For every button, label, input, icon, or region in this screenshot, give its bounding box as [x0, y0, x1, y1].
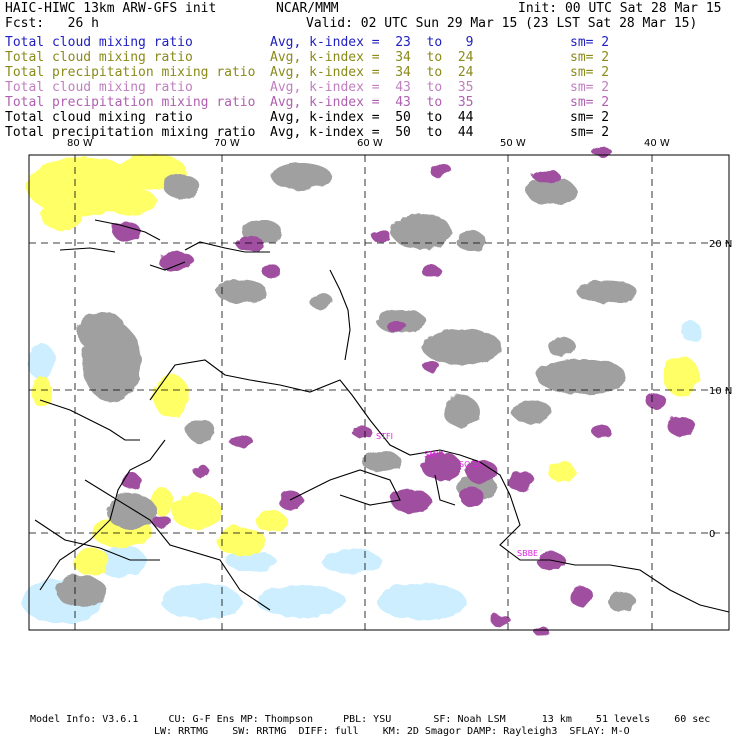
lon-label: 40 W — [644, 138, 670, 149]
legend-stat: Avg, k-index = 23 to 9 — [270, 35, 474, 50]
legend-stat: Avg, k-index = 43 to 35 — [270, 80, 474, 95]
legend-smoothing: sm= 2 — [570, 95, 610, 110]
legend-smoothing: sm= 2 — [570, 125, 610, 140]
purple-field — [111, 145, 694, 634]
map-frame — [28, 154, 730, 631]
legend-field: Total precipitation mixing ratio — [5, 65, 256, 80]
legend-field: Total cloud mixing ratio — [5, 110, 193, 125]
legend-stat: Avg, k-index = 50 to 44 — [270, 125, 474, 140]
station-labels: STFI SMJP SOCA SBBE — [376, 432, 538, 558]
legend-smoothing: sm= 2 — [570, 35, 610, 50]
lat-lon-grid — [29, 155, 729, 630]
lon-label: 60 W — [357, 138, 383, 149]
legend-stat: Avg, k-index = 50 to 44 — [270, 110, 474, 125]
model-title: HAIC-HIWC 13km ARW-GFS init — [5, 1, 217, 16]
legend-field: Total precipitation mixing ratio — [5, 125, 256, 140]
lon-label: 80 W — [67, 138, 93, 149]
station-label: SBBE — [517, 549, 538, 558]
legend-stat: Avg, k-index = 43 to 35 — [270, 95, 474, 110]
legend-stat: Avg, k-index = 34 to 24 — [270, 50, 474, 65]
coastlines — [34, 219, 730, 613]
latitude-labels: 20 N 10 N 0 — [709, 239, 732, 540]
legend-smoothing: sm= 2 — [570, 50, 610, 65]
model-info-line2: LW: RRTMG SW: RRTMG DIFF: full KM: 2D Sm… — [154, 726, 630, 737]
lat-label: 0 — [709, 529, 715, 540]
legend-field: Total cloud mixing ratio — [5, 80, 193, 95]
lon-label: 50 W — [500, 138, 526, 149]
legend-field: Total precipitation mixing ratio — [5, 95, 256, 110]
valid-time: Valid: 02 UTC Sun 29 Mar 15 (23 LST Sat … — [306, 16, 698, 31]
legend-smoothing: sm= 2 — [570, 110, 610, 125]
legend-field: Total cloud mixing ratio — [5, 50, 193, 65]
legend-smoothing: sm= 2 — [570, 65, 610, 80]
lat-label: 20 N — [709, 239, 732, 250]
gray-field — [55, 161, 635, 610]
legend-smoothing: sm= 2 — [570, 80, 610, 95]
lat-label: 10 N — [709, 386, 732, 397]
legend-field: Total cloud mixing ratio — [5, 35, 193, 50]
center-label: NCAR/MMM — [276, 1, 339, 16]
station-label: SMJP — [424, 450, 443, 459]
model-info-line1: Model Info: V3.6.1 CU: G-F Ens MP: Thomp… — [30, 714, 711, 725]
longitude-labels: 80 W 70 W 60 W 50 W 40 W — [67, 138, 670, 149]
cloud-field-layers — [20, 145, 700, 634]
station-label: SOCA — [459, 460, 482, 469]
lightblue-field — [20, 320, 700, 622]
init-time: Init: 00 UTC Sat 28 Mar 15 — [518, 1, 722, 16]
station-label: STFI — [376, 432, 393, 441]
legend-stat: Avg, k-index = 34 to 24 — [270, 65, 474, 80]
forecast-hour: Fcst: 26 h — [5, 16, 99, 31]
lon-label: 70 W — [214, 138, 240, 149]
